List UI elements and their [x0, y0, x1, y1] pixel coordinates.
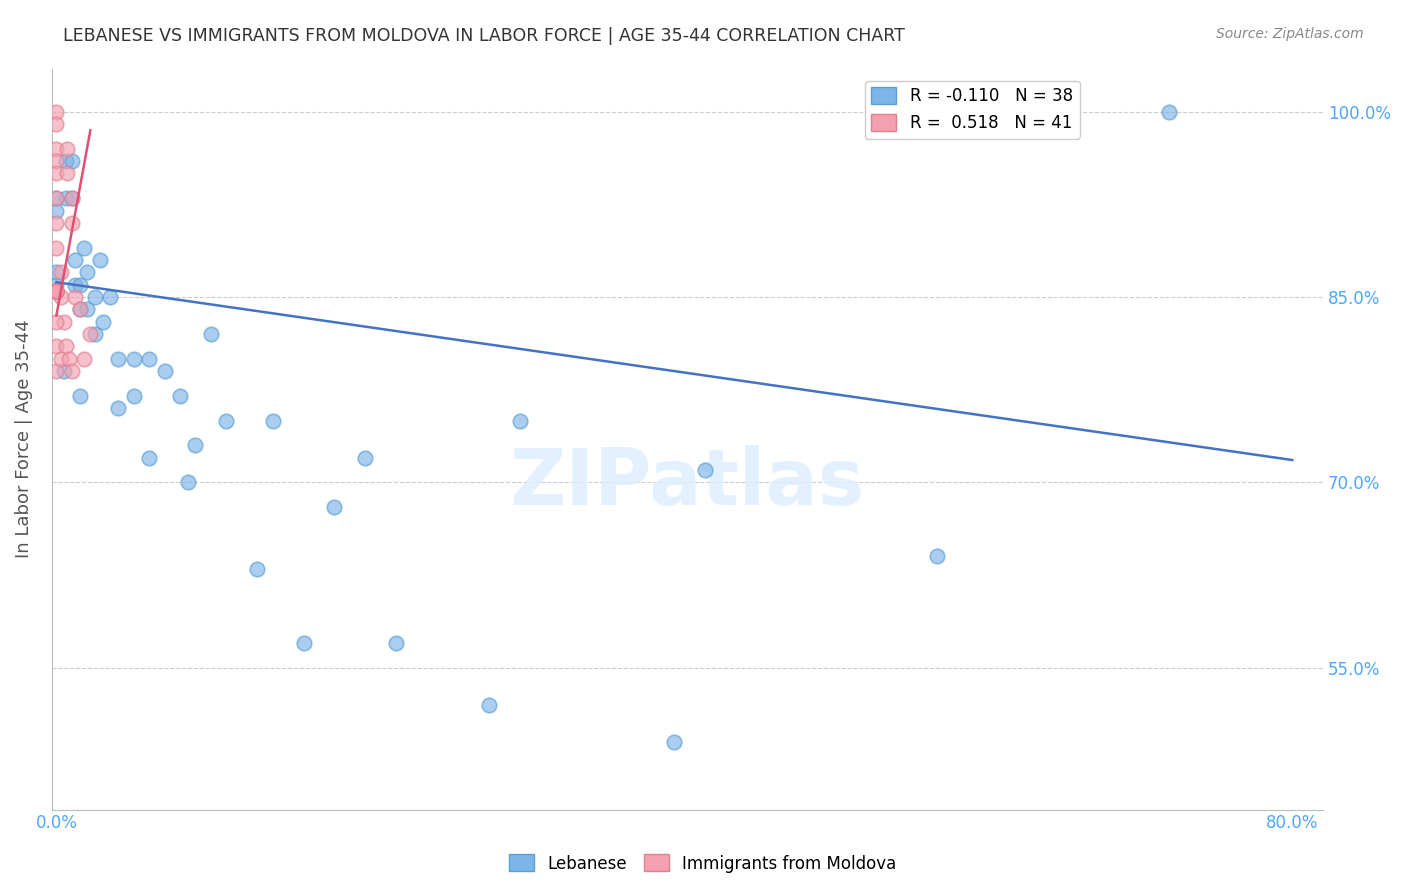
Point: [60, 191, 83, 205]
Point: [354, 450, 377, 465]
Point: [55, 339, 77, 353]
Point: [91, 315, 114, 329]
Point: [55, 191, 77, 205]
Point: [45, 284, 67, 298]
Point: [45, 315, 67, 329]
Point: [45, 142, 67, 156]
Point: [55, 154, 77, 169]
Point: [45, 284, 67, 298]
Point: [49, 290, 72, 304]
Legend: Lebanese, Immigrants from Moldova: Lebanese, Immigrants from Moldova: [503, 847, 903, 880]
Point: [200, 326, 222, 341]
Point: [45, 265, 67, 279]
Point: [45, 284, 67, 298]
Point: [509, 413, 531, 427]
Point: [56, 167, 79, 181]
Point: [45, 339, 67, 353]
Point: [63, 277, 86, 292]
Legend: R = -0.110   N = 38, R =  0.518   N = 41: R = -0.110 N = 38, R = 0.518 N = 41: [865, 80, 1080, 138]
Text: LEBANESE VS IMMIGRANTS FROM MOLDOVA IN LABOR FORCE | AGE 35-44 CORRELATION CHART: LEBANESE VS IMMIGRANTS FROM MOLDOVA IN L…: [63, 27, 905, 45]
Point: [45, 284, 67, 298]
Point: [45, 284, 67, 298]
Point: [100, 290, 122, 304]
Point: [73, 351, 96, 366]
Point: [45, 284, 67, 298]
Point: [122, 389, 145, 403]
Point: [169, 389, 191, 403]
Point: [695, 463, 717, 477]
Point: [76, 265, 98, 279]
Point: [45, 216, 67, 230]
Text: ZIPatlas: ZIPatlas: [510, 445, 865, 522]
Point: [45, 284, 67, 298]
Point: [69, 277, 91, 292]
Point: [478, 698, 501, 712]
Point: [56, 142, 79, 156]
Point: [184, 438, 207, 452]
Point: [69, 302, 91, 317]
Point: [153, 364, 176, 378]
Point: [63, 252, 86, 267]
Point: [45, 284, 67, 298]
Point: [76, 302, 98, 317]
Point: [58, 351, 80, 366]
Point: [69, 389, 91, 403]
Point: [215, 413, 238, 427]
Point: [60, 364, 83, 378]
Point: [45, 241, 67, 255]
Point: [122, 351, 145, 366]
Point: [45, 284, 67, 298]
Point: [262, 413, 284, 427]
Point: [45, 104, 67, 119]
Point: [69, 302, 91, 317]
Point: [60, 154, 83, 169]
Point: [60, 216, 83, 230]
Point: [45, 284, 67, 298]
Point: [385, 636, 408, 650]
Point: [45, 191, 67, 205]
Point: [925, 549, 948, 564]
Point: [49, 351, 72, 366]
Point: [45, 154, 67, 169]
Point: [45, 167, 67, 181]
Point: [84, 290, 107, 304]
Point: [107, 351, 129, 366]
Point: [79, 326, 101, 341]
Point: [107, 401, 129, 416]
Point: [323, 500, 346, 514]
Point: [45, 117, 67, 131]
Point: [176, 475, 198, 490]
Point: [53, 315, 76, 329]
Point: [45, 284, 67, 298]
Point: [89, 252, 111, 267]
Point: [138, 450, 160, 465]
Point: [63, 290, 86, 304]
Point: [1157, 104, 1180, 119]
Point: [45, 284, 67, 298]
Point: [45, 191, 67, 205]
Point: [60, 191, 83, 205]
Y-axis label: In Labor Force | Age 35-44: In Labor Force | Age 35-44: [15, 319, 32, 558]
Point: [45, 364, 67, 378]
Point: [53, 364, 76, 378]
Point: [73, 241, 96, 255]
Point: [138, 351, 160, 366]
Point: [664, 734, 686, 748]
Point: [49, 265, 72, 279]
Text: Source: ZipAtlas.com: Source: ZipAtlas.com: [1216, 27, 1364, 41]
Point: [45, 284, 67, 298]
Point: [84, 326, 107, 341]
Point: [246, 562, 269, 576]
Point: [45, 203, 67, 218]
Point: [292, 636, 315, 650]
Point: [45, 277, 67, 292]
